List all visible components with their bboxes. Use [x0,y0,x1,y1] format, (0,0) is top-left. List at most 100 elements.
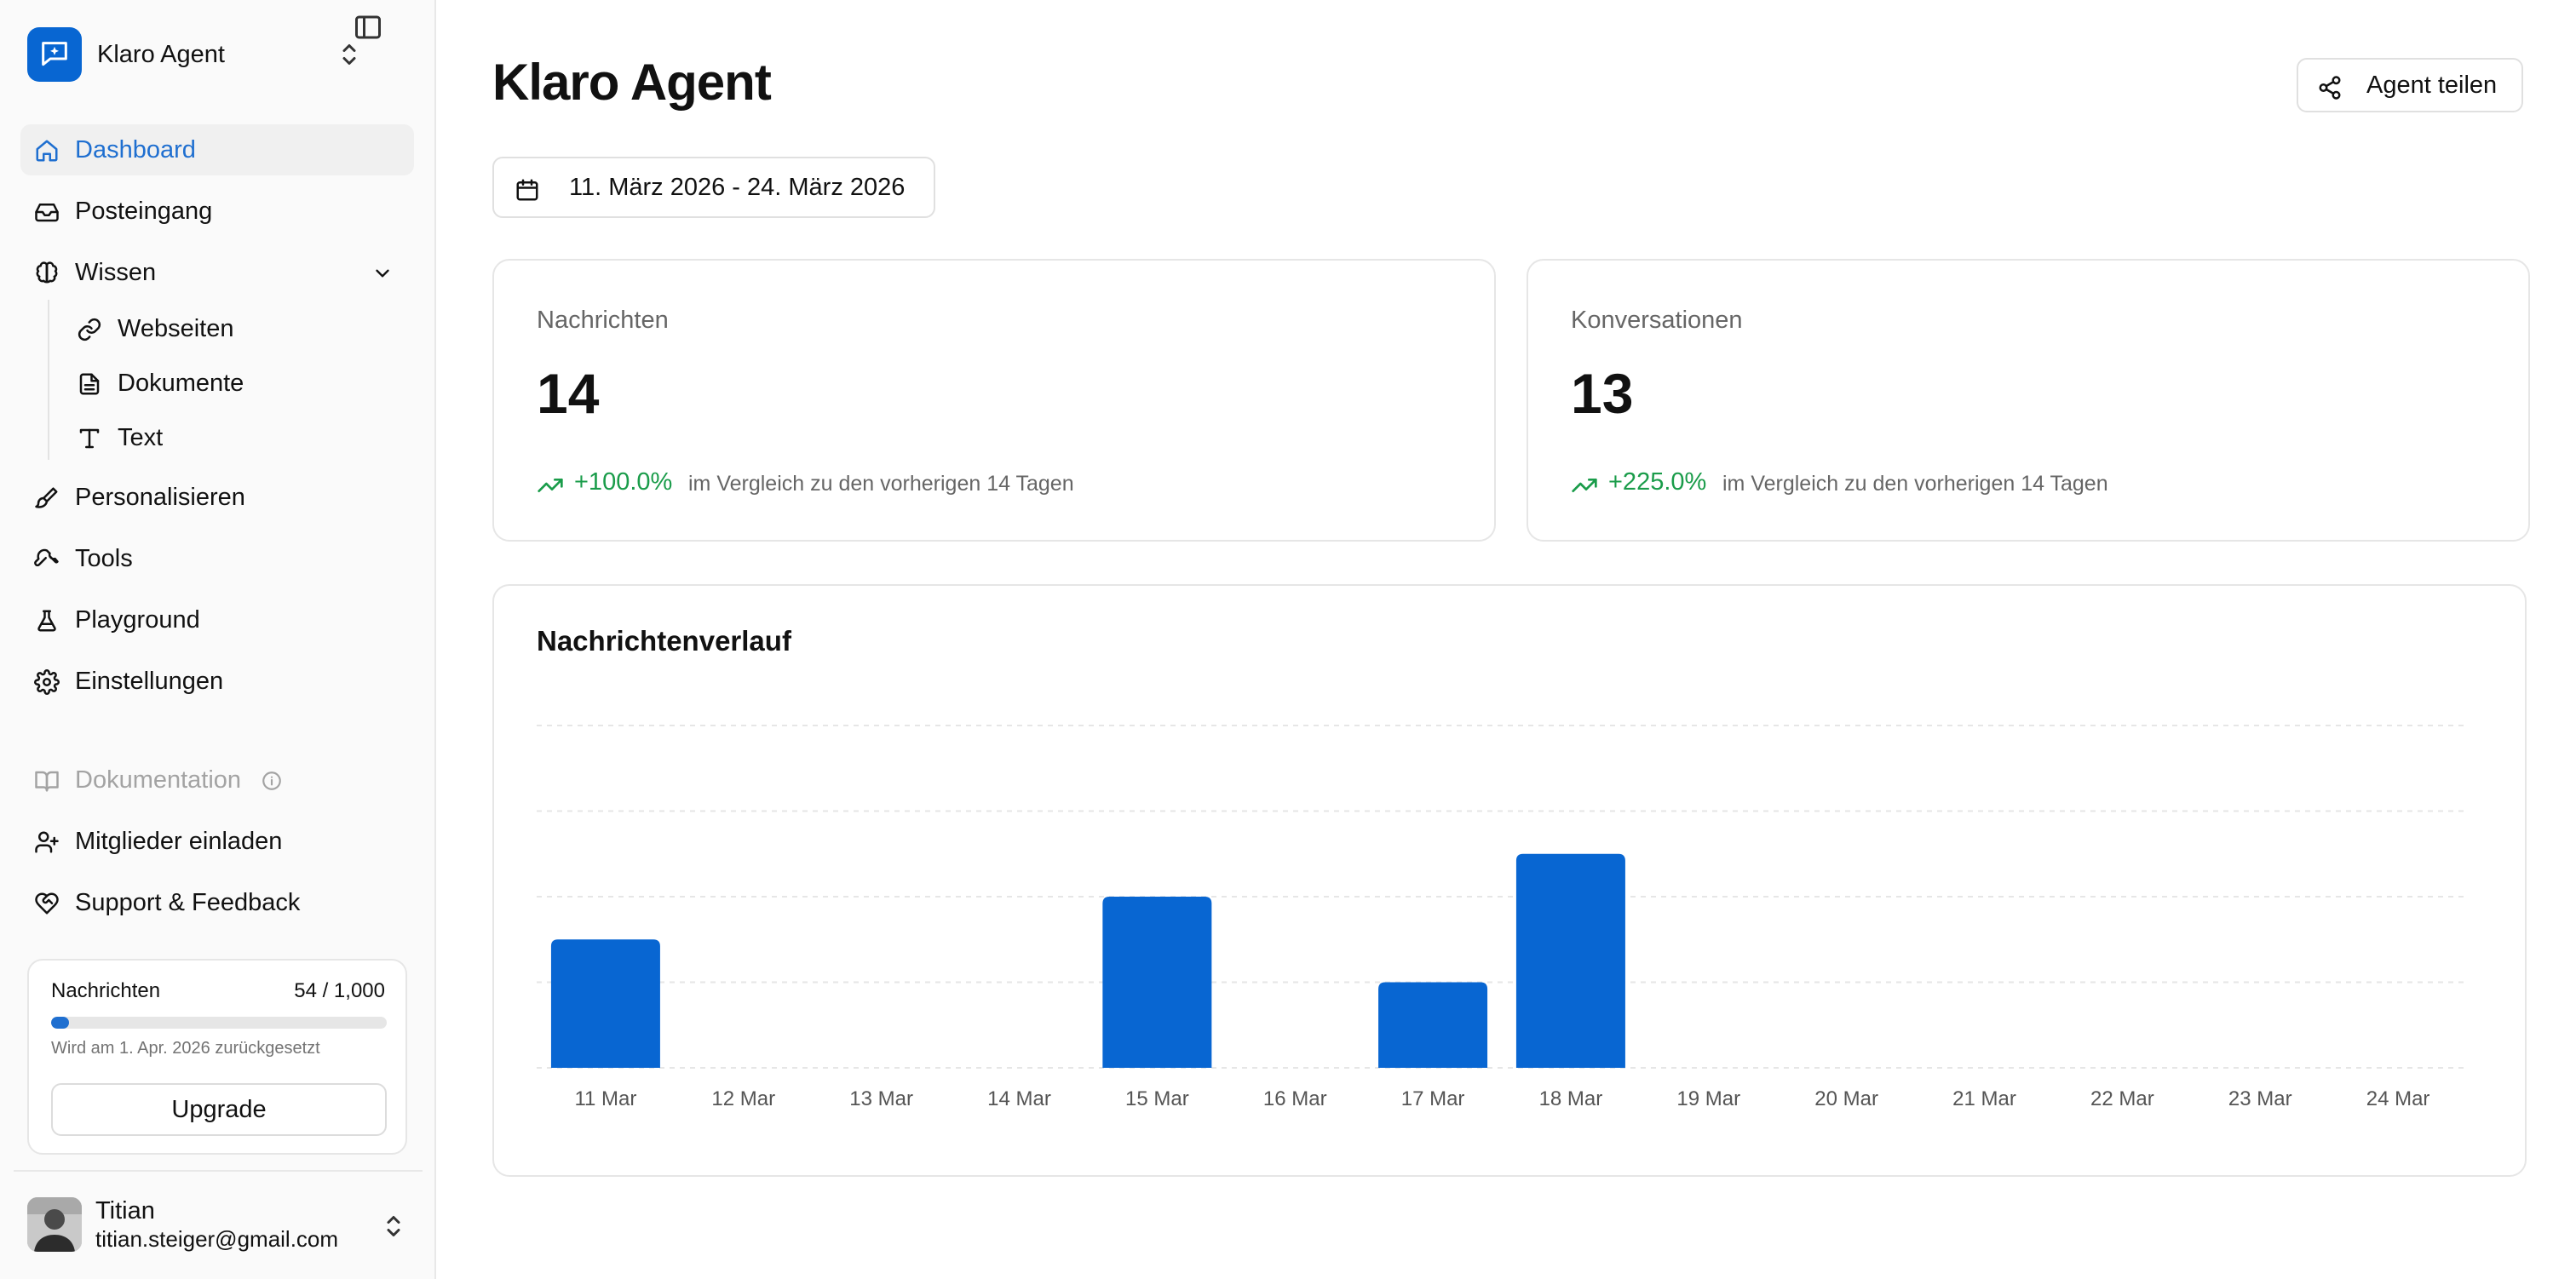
chart-x-tick-label: 19 Mar [1676,1087,1740,1110]
chart-x-tick-label: 12 Mar [711,1087,775,1110]
sidebar-item-label: Dashboard [75,135,196,163]
chevrons-up-down-icon [334,39,365,70]
sidebar-item-dashboard[interactable]: Dashboard [20,124,414,175]
share-agent-label: Agent teilen [2366,71,2498,99]
sidebar-item-einstellungen[interactable]: Einstellungen [20,656,414,707]
page-title: Klaro Agent [492,54,772,111]
sidebar-item-text[interactable]: Text [63,414,412,462]
sidebar-item-label: Dokumentation [75,766,242,794]
chart-bar[interactable] [550,939,660,1068]
workspace-name: Klaro Agent [97,40,225,68]
sidebar-item-wissen[interactable]: Wissen [20,247,414,298]
submenu-guide-line [48,300,49,460]
stat-compare-note: im Vergleich zu den vorherigen 14 Tagen [1722,472,2108,496]
trending-up-icon [1571,472,1598,499]
chart-x-tick-label: 17 Mar [1401,1087,1465,1110]
sidebar: Klaro Agent Dashboard Posteingang Wissen [0,0,436,1279]
sidebar-item-label: Wissen [75,258,157,286]
text-icon [77,426,102,451]
chart-bar[interactable] [1378,982,1488,1069]
trending-up-icon [537,472,564,499]
workspace-switcher[interactable]: Klaro Agent [27,27,414,82]
sidebar-item-posteingang[interactable]: Posteingang [20,186,414,237]
chart-bar[interactable] [1102,897,1212,1068]
sidebar-item-label: Personalisieren [75,483,245,511]
stat-change: +225.0% [1608,468,1707,496]
sidebar-item-dokumente[interactable]: Dokumente [63,359,412,407]
sidebar-item-label: Support & Feedback [75,888,301,916]
sidebar-divider [14,1170,423,1172]
sidebar-item-label: Playground [75,605,200,634]
brain-icon [34,261,60,286]
stat-card-konversationen: Konversationen 13 +225.0% im Vergleich z… [1527,259,2530,542]
stat-compare-note: im Vergleich zu den vorherigen 14 Tagen [688,472,1074,496]
chart-x-tick-label: 23 Mar [2228,1087,2292,1110]
sidebar-item-label: Einstellungen [75,667,224,695]
home-icon [34,138,60,163]
book-icon [34,768,60,794]
calendar-icon [515,177,540,203]
user-plus-icon [34,829,60,855]
chart-x-tick-label: 21 Mar [1952,1087,2016,1110]
document-icon [77,371,102,397]
chevron-down-icon [371,262,394,284]
usage-progress-bar [51,1017,387,1029]
bar-chart: 11 Mar 12 Mar 13 Mar 14 Mar 15 Mar 16 Mar 17 M… [537,725,2467,1110]
upgrade-button[interactable]: Upgrade [51,1083,387,1136]
stat-label: Nachrichten [537,307,669,334]
chart-bar[interactable] [1515,853,1625,1068]
usage-count: 54 / 1,000 [294,979,385,1002]
sidebar-item-label: Tools [75,544,133,572]
chart-x-tick-label: 14 Mar [987,1087,1051,1110]
usage-card: Nachrichten 54 / 1,000 Wird am 1. Apr. 2… [27,959,407,1155]
share-icon [2317,75,2343,100]
sidebar-item-label: Posteingang [75,197,213,225]
heart-handshake-icon [34,891,60,916]
chart-x-tick-label: 22 Mar [2090,1087,2154,1110]
wrench-icon [34,547,60,572]
chevrons-up-down-icon [378,1211,409,1242]
stat-card-nachrichten: Nachrichten 14 +100.0% im Vergleich zu d… [492,259,1496,542]
sidebar-item-label: Text [118,423,164,451]
chart-x-tick-label: 24 Mar [2366,1087,2430,1110]
stat-label: Konversationen [1571,307,1743,334]
user-name: Titian [95,1197,155,1225]
user-email: titian.steiger@gmail.com [95,1226,339,1252]
sidebar-item-webseiten[interactable]: Webseiten [63,305,412,353]
chart-x-tick-label: 18 Mar [1539,1087,1603,1110]
chart-x-tick-label: 20 Mar [1814,1087,1878,1110]
chart-title: Nachrichtenverlauf [537,625,791,657]
chart-card-nachrichtenverlauf: Nachrichtenverlauf 11 Mar 12 Mar 13 Mar 14 … [492,584,2527,1177]
sidebar-item-mitglieder-einladen[interactable]: Mitglieder einladen [20,816,414,867]
usage-progress-fill [51,1017,70,1029]
sidebar-item-support-feedback[interactable]: Support & Feedback [20,877,414,928]
inbox-icon [34,199,60,225]
date-range-label: 11. März 2026 - 24. März 2026 [569,173,906,201]
brush-icon [34,485,60,511]
link-icon [77,317,102,342]
sidebar-toggle-icon[interactable] [353,12,383,43]
sidebar-item-label: Mitglieder einladen [75,827,283,855]
usage-reset-note: Wird am 1. Apr. 2026 zurückgesetzt [51,1039,320,1058]
sidebar-item-playground[interactable]: Playground [20,594,414,645]
sidebar-item-tools[interactable]: Tools [20,533,414,584]
info-icon[interactable] [261,770,283,792]
sidebar-item-personalisieren[interactable]: Personalisieren [20,472,414,523]
chart-x-tick-label: 11 Mar [574,1087,636,1110]
chart-x-tick-label: 16 Mar [1263,1087,1327,1110]
date-range-picker[interactable]: 11. März 2026 - 24. März 2026 [492,157,935,218]
chart-x-tick-label: 15 Mar [1125,1087,1189,1110]
avatar [27,1197,82,1252]
stat-change: +100.0% [574,468,673,496]
sidebar-item-label: Dokumente [118,369,244,397]
stat-value: 14 [537,362,600,425]
usage-label: Nachrichten [51,979,161,1002]
chart-x-tick-label: 13 Mar [849,1087,913,1110]
stat-value: 13 [1571,362,1634,425]
flask-icon [34,608,60,634]
share-agent-button[interactable]: Agent teilen [2297,58,2523,112]
workspace-logo [27,27,82,82]
user-menu[interactable]: Titian titian.steiger@gmail.com [27,1196,414,1255]
sidebar-item-dokumentation[interactable]: Dokumentation [20,754,414,806]
gear-icon [34,669,60,695]
